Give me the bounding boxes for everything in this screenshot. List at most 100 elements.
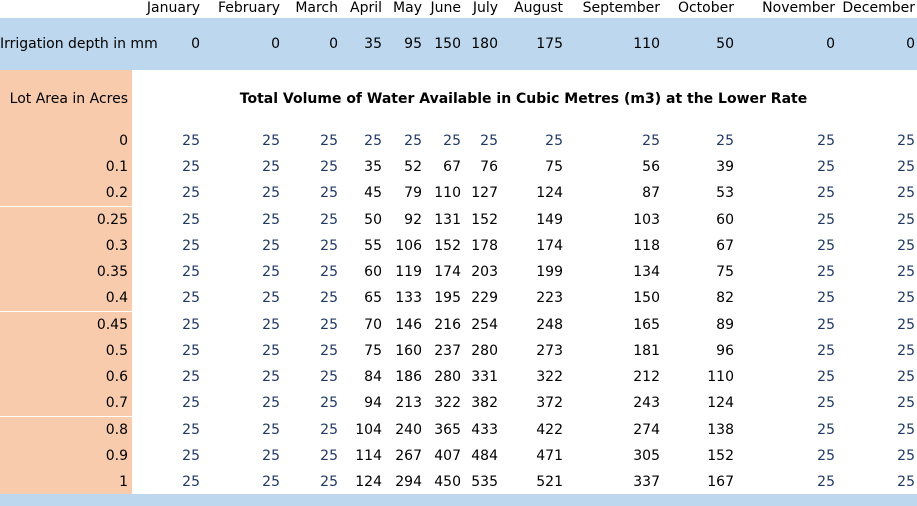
volume-cell: 331 — [471, 369, 498, 385]
month-header: September — [582, 0, 660, 16]
volume-cell: 212 — [633, 369, 660, 385]
month-header: February — [217, 0, 280, 16]
volume-cell: 365 — [434, 421, 461, 438]
table-row: 0 25 25 25 25 25 25 25 25 25 25 25 25 — [0, 128, 917, 154]
volume-cell: 25 — [364, 133, 382, 149]
irrigation-value: 0 — [837, 18, 917, 70]
volume-cell: 160 — [395, 343, 422, 359]
volume-cell: 25 — [320, 316, 338, 333]
volume-cell: 75 — [545, 159, 563, 175]
volume-cell: 25 — [262, 290, 280, 307]
lot-area-value: 0.35 — [0, 259, 132, 285]
table-row: 0.3 25 25 25 55 106 152 178 174 118 67 25 25 — [0, 233, 917, 259]
volume-cell: 25 — [182, 343, 200, 359]
volume-cell: 337 — [633, 474, 660, 490]
volume-cell: 52 — [404, 159, 422, 175]
volume-cell: 118 — [633, 238, 660, 254]
volume-cell: 25 — [817, 290, 835, 307]
volume-cell: 55 — [364, 238, 382, 254]
volume-cell: 484 — [471, 448, 498, 464]
volume-cell: 25 — [320, 159, 338, 175]
volume-cell: 25 — [716, 133, 734, 149]
water-volume-table: January February March April May June Ju… — [0, 0, 917, 495]
irrigation-value: 35 — [340, 18, 384, 70]
irrigation-value: 0 — [132, 18, 202, 70]
volume-cell: 75 — [716, 264, 734, 280]
table-row: 0.1 25 25 25 35 52 67 76 75 56 39 25 25 — [0, 154, 917, 180]
volume-cell: 25 — [897, 159, 915, 175]
volume-cell: 25 — [262, 421, 280, 438]
footer-strip — [0, 494, 917, 506]
volume-cell: 280 — [434, 369, 461, 385]
volume-cell: 25 — [817, 343, 835, 359]
volume-cell: 60 — [364, 264, 382, 280]
volume-cell: 521 — [536, 474, 563, 490]
volume-cell: 25 — [262, 211, 280, 228]
volume-cell: 65 — [364, 290, 382, 307]
volume-cell: 25 — [897, 238, 915, 254]
volume-cell: 56 — [642, 159, 660, 175]
month-header: December — [842, 0, 915, 16]
irrigation-depth-row: Irrigation depth in mm 0 0 0 35 95 150 1… — [0, 18, 917, 70]
volume-cell: 203 — [471, 264, 498, 280]
volume-cell: 25 — [642, 133, 660, 149]
lot-area-value: 0 — [0, 128, 132, 154]
volume-cell: 25 — [320, 264, 338, 280]
volume-cell: 76 — [480, 159, 498, 175]
volume-cell: 195 — [434, 290, 461, 307]
volume-cell: 35 — [364, 159, 382, 175]
table-row: 0.7 25 25 25 94 213 322 382 372 243 124 25 25 — [0, 390, 917, 417]
table-row: 0.35 25 25 25 60 119 174 203 199 134 75 25 25 — [0, 259, 917, 285]
volume-cell: 181 — [633, 343, 660, 359]
volume-cell: 535 — [471, 474, 498, 490]
volume-cell: 124 — [536, 185, 563, 202]
volume-cell: 150 — [633, 290, 660, 307]
volume-cell: 25 — [404, 133, 422, 149]
volume-cell: 25 — [817, 316, 835, 333]
volume-cell: 25 — [817, 421, 835, 438]
volume-cell: 294 — [395, 474, 422, 490]
volume-cell: 25 — [182, 395, 200, 412]
lot-area-value: 0.4 — [0, 285, 132, 312]
volume-cell: 25 — [897, 290, 915, 307]
volume-cell: 216 — [434, 316, 461, 333]
volume-cell: 133 — [395, 290, 422, 307]
volume-cell: 25 — [320, 133, 338, 149]
lot-area-value: 0.5 — [0, 338, 132, 364]
volume-cell: 25 — [182, 211, 200, 228]
volume-cell: 372 — [536, 395, 563, 412]
volume-cell: 25 — [262, 316, 280, 333]
volume-cell: 322 — [434, 395, 461, 412]
volume-cell: 84 — [364, 369, 382, 385]
irrigation-value: 0 — [282, 18, 340, 70]
volume-cell: 25 — [262, 474, 280, 490]
month-header: March — [295, 0, 338, 16]
volume-cell: 25 — [320, 369, 338, 385]
irrigation-value: 95 — [384, 18, 424, 70]
volume-cell: 92 — [404, 211, 422, 228]
lot-area-value: 0.45 — [0, 311, 132, 338]
month-header: November — [762, 0, 835, 16]
volume-cell: 134 — [633, 264, 660, 280]
volume-cell: 305 — [633, 448, 660, 464]
volume-cell: 25 — [897, 448, 915, 464]
volume-cell: 174 — [434, 264, 461, 280]
volume-cell: 450 — [434, 474, 461, 490]
volume-cell: 229 — [471, 290, 498, 307]
lot-area-value: 0.9 — [0, 443, 132, 469]
volume-cell: 25 — [817, 448, 835, 464]
volume-cell: 79 — [404, 185, 422, 202]
volume-cell: 104 — [355, 421, 382, 438]
month-header: July — [472, 0, 498, 16]
volume-cell: 25 — [182, 474, 200, 490]
month-header: October — [677, 0, 734, 16]
volume-cell: 213 — [395, 395, 422, 412]
volume-cell: 106 — [395, 238, 422, 254]
volume-cell: 178 — [471, 238, 498, 254]
lot-area-value: 0.2 — [0, 180, 132, 207]
table-row: 0.45 25 25 25 70 146 216 254 248 165 89 25 25 — [0, 311, 917, 338]
table-row: 0.9 25 25 25 114 267 407 484 471 305 152 25 25 — [0, 443, 917, 469]
volume-cell: 254 — [471, 316, 498, 333]
month-header: June — [430, 0, 462, 16]
volume-cell: 243 — [633, 395, 660, 412]
